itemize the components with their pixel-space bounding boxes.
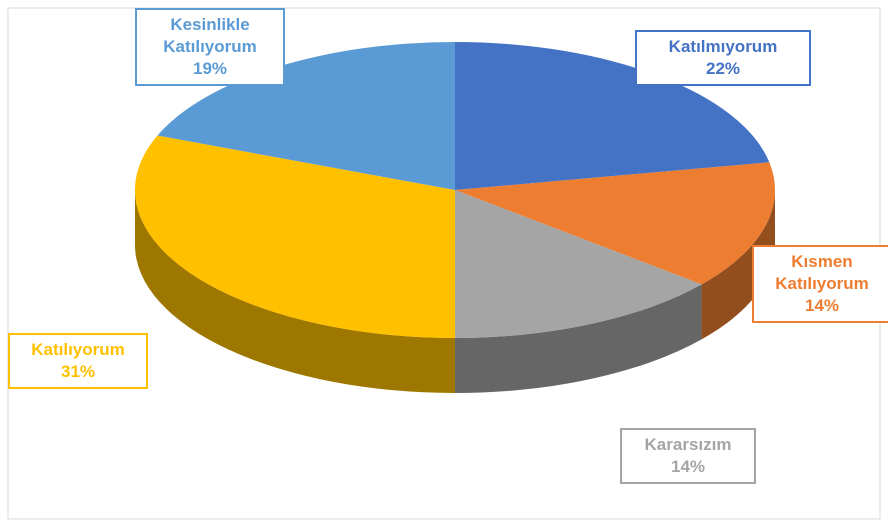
data-label: Kararsızım 14% [620, 428, 756, 484]
value-label: 14% [670, 457, 706, 476]
data-label: Katılıyorum 31% [8, 333, 148, 389]
value-label: 19% [192, 59, 228, 78]
category-label: Kısmen Katılıyorum [775, 252, 869, 293]
slice-side [701, 190, 775, 340]
slice [455, 162, 775, 285]
slice-side [135, 190, 455, 393]
data-label: Katılmıyorum 22% [635, 30, 811, 86]
category-label: Katılmıyorum [668, 37, 778, 56]
slice [135, 135, 455, 338]
category-label: Katılıyorum [31, 340, 125, 359]
slice [455, 42, 770, 190]
slice [455, 190, 702, 338]
category-label: Kararsızım [644, 435, 732, 454]
slice [157, 42, 455, 190]
category-label: Kesinlikle Katılıyorum [163, 15, 257, 56]
slice-side [455, 284, 702, 394]
value-label: 14% [804, 296, 840, 315]
value-label: 22% [705, 59, 741, 78]
value-label: 31% [60, 362, 96, 381]
data-label: Kesinlikle Katılıyorum 19% [135, 8, 285, 86]
data-label: Kısmen Katılıyorum 14% [752, 245, 888, 323]
